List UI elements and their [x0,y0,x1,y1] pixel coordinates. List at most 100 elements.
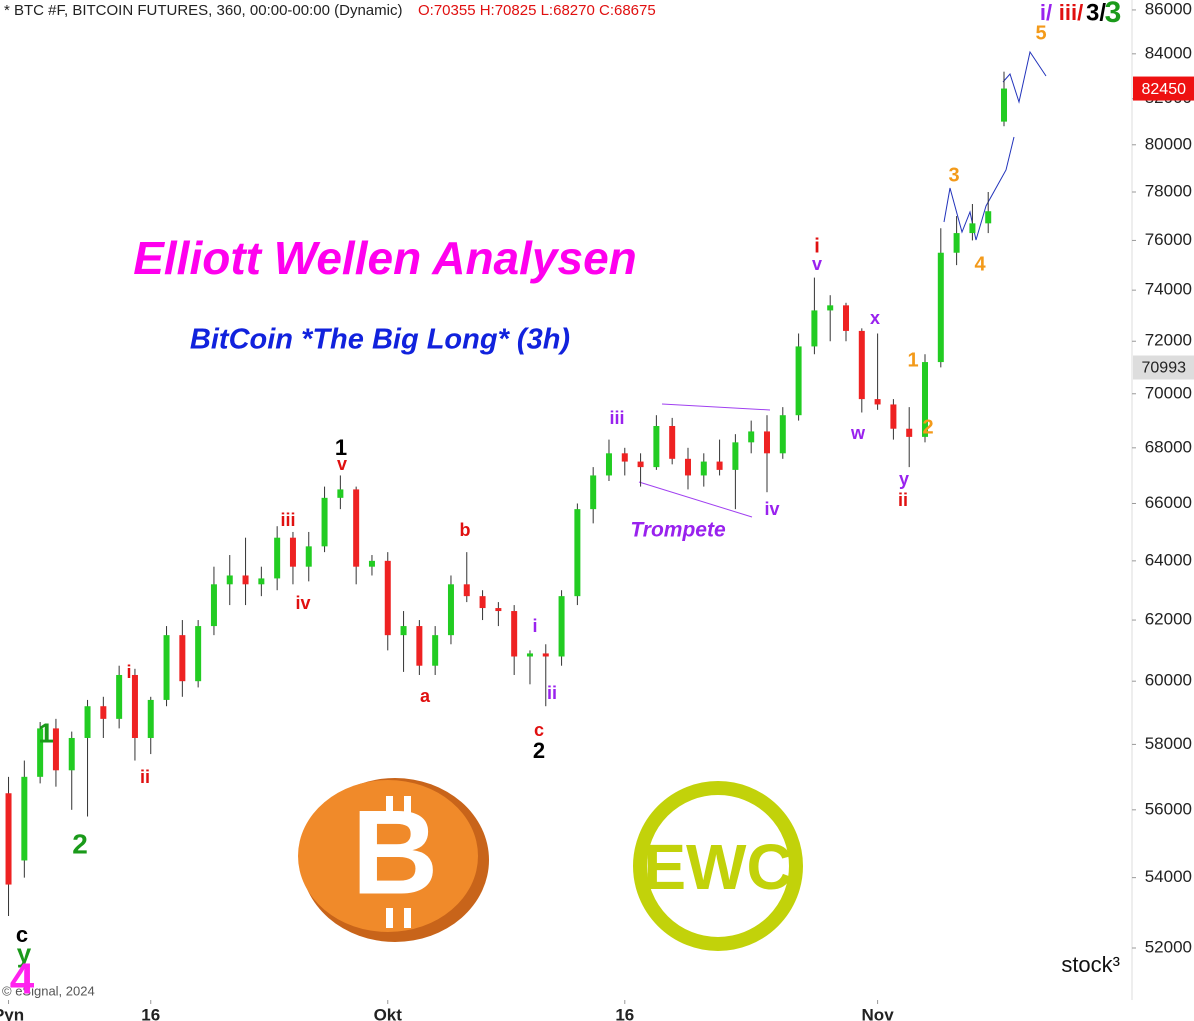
wave-label: y [17,938,32,968]
wave-label: 2 [533,738,545,763]
svg-text:B: B [352,786,439,920]
candle-body [558,596,565,657]
y-tick-label: 78000 [1145,181,1192,200]
wave-label: 4 [10,955,35,1004]
y-tick-label: 66000 [1145,493,1192,512]
candle-body [732,442,739,470]
projection-line [1002,50,1047,104]
candle-body [195,626,202,682]
candle-body [147,699,154,738]
x-tick-label: 16 [615,1005,634,1021]
candle-body [716,461,723,470]
wave-label: i [814,235,820,257]
candle-body [68,737,75,771]
subtitle: BitCoin *The Big Long* (3h) [190,324,570,356]
y-tick-label: 68000 [1145,437,1192,456]
candle-body [653,426,660,468]
ewc-logo: EWC [633,781,803,951]
candle-body [274,537,281,579]
wave-label: 2 [922,416,933,438]
candle-body [400,626,407,636]
candle-body [337,489,344,498]
wave-label: iv [764,499,779,519]
y-tick-label: 56000 [1145,799,1192,818]
candle-body [842,305,849,331]
candle-body [21,776,28,861]
candle-body [210,584,217,627]
trompete-line [638,481,753,518]
title: Elliott Wellen Analysen [133,232,637,284]
y-tick-label: 62000 [1145,610,1192,629]
candle-body [953,233,960,253]
candle-body [590,475,597,510]
wave-label: c [16,922,28,947]
ewc-text: EWC [643,831,792,903]
candle-body [463,584,470,597]
wave-label: 3 [1105,0,1122,29]
candle-body [763,431,770,454]
trompete-line [661,403,771,411]
candle-body [52,728,59,771]
wave-label: 3/ [1086,0,1106,26]
candle-body [795,346,802,416]
price-tag [1133,76,1194,101]
wave-label: iv [295,593,310,613]
wave-label: x [870,308,880,328]
y-tick-label: 86000 [1145,0,1192,18]
y-tick-label: 54000 [1145,867,1192,886]
candle-body [384,560,391,636]
wave-label: ii [140,767,150,787]
wave-label: 1 [907,349,918,371]
candle-body [827,305,834,311]
wave-label: 5 [1035,22,1046,44]
y-tick-label: 64000 [1145,550,1192,569]
wave-label: i [532,616,537,636]
wave-label: y [899,469,909,489]
candle-body [1001,88,1008,122]
candle-body [605,453,612,476]
brand: stock³ [1061,952,1120,977]
projection-line [943,136,1015,241]
candle-body [906,428,913,437]
candle-body [684,458,691,476]
wave-label: a [420,686,431,706]
wave-label: 1 [335,435,347,460]
wave-label: b [460,520,471,540]
candle-body [495,608,502,612]
candle-body [922,362,929,437]
y-axis-area [1132,0,1194,1021]
y-tick-label: 84000 [1145,43,1192,62]
candle-body [937,252,944,363]
x-tick-label: Nov [862,1005,895,1021]
wave-label: iii/ [1059,0,1083,25]
wave-label: 3 [948,164,959,186]
y-tick-label: 70000 [1145,383,1192,402]
candle-body [779,415,786,454]
candle-body [574,509,581,597]
price-tag-label: 70993 [1142,360,1187,377]
wave-label: iii [609,408,624,428]
candle-body [811,310,818,347]
copyright: © eSignal, 2024 [2,983,95,998]
candle-body [874,399,881,405]
candle-body [353,489,360,567]
candle-body [621,453,628,462]
y-tick-label: 58000 [1145,734,1192,753]
candle-body [5,793,12,885]
wave-label: 1 [38,717,54,748]
y-tick-label: 76000 [1145,230,1192,249]
wave-label: Trompete [630,519,726,542]
wave-label: 4 [974,253,986,275]
candle-body [858,330,865,400]
candle-body [100,706,107,719]
wave-label: 2 [72,828,88,859]
candle-body [37,728,44,777]
candle-body [637,461,644,468]
candle-body [985,211,992,224]
wave-label: i [126,662,131,682]
wave-label: v [337,454,347,474]
candle-body [669,426,676,459]
x-tick-label: Okt [374,1005,403,1021]
candle-body [542,653,549,657]
header: * BTC #F, BITCOIN FUTURES, 360, 00:00-00… [4,2,402,19]
